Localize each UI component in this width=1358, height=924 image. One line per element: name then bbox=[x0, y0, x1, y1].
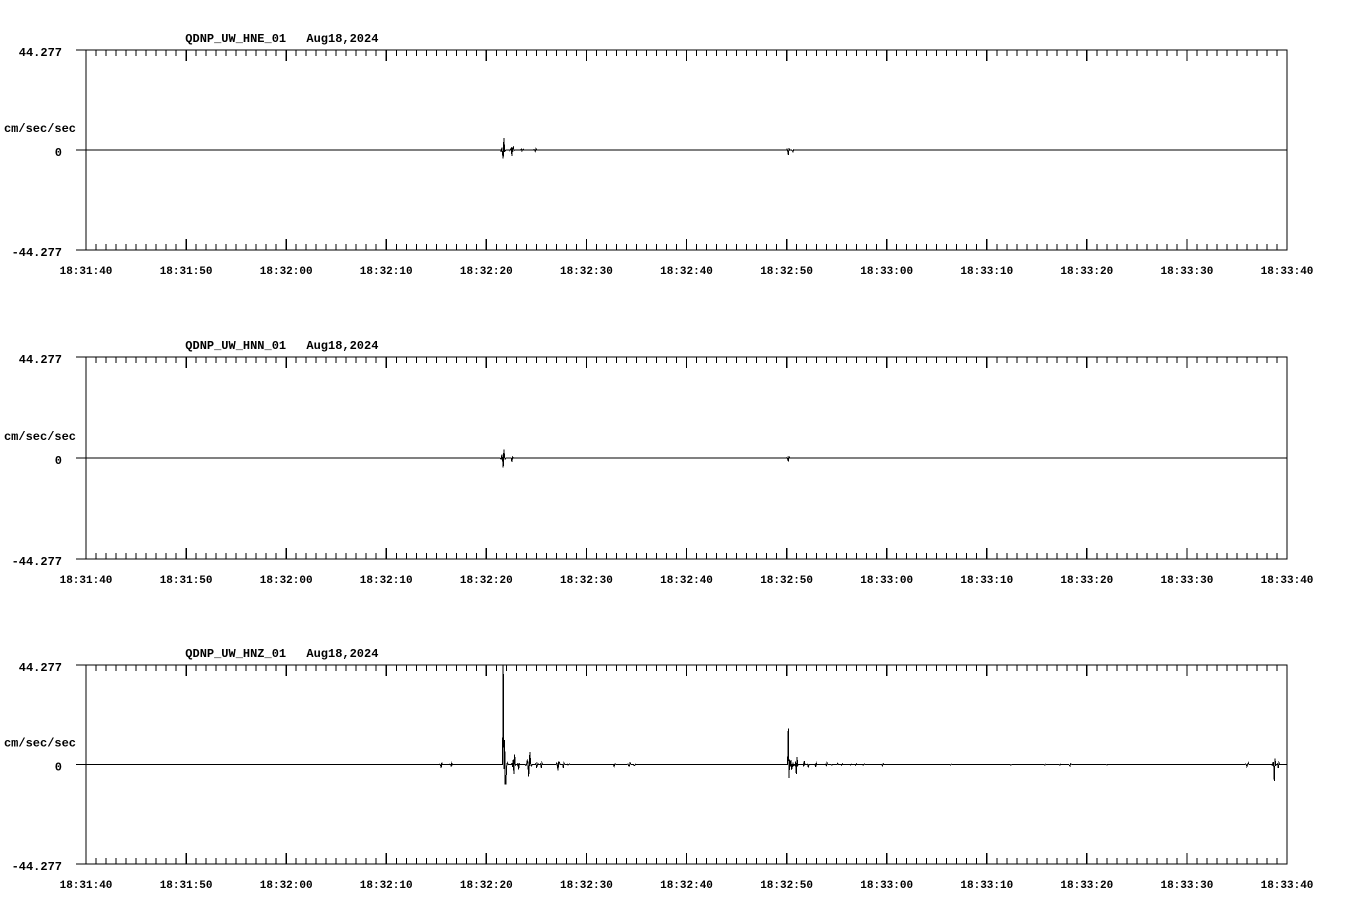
svg-text:0: 0 bbox=[55, 146, 62, 160]
svg-text:-44.277: -44.277 bbox=[12, 860, 62, 874]
svg-text:18:32:10: 18:32:10 bbox=[360, 880, 413, 892]
svg-text:18:33:40: 18:33:40 bbox=[1261, 575, 1314, 587]
svg-text:18:31:40: 18:31:40 bbox=[60, 266, 113, 278]
svg-text:18:32:40: 18:32:40 bbox=[660, 880, 713, 892]
svg-text:18:33:00: 18:33:00 bbox=[860, 575, 913, 587]
svg-text:18:32:00: 18:32:00 bbox=[260, 575, 313, 587]
svg-text:18:33:40: 18:33:40 bbox=[1261, 266, 1314, 278]
svg-text:18:32:40: 18:32:40 bbox=[660, 266, 713, 278]
svg-text:44.277: 44.277 bbox=[19, 661, 62, 675]
svg-text:18:32:20: 18:32:20 bbox=[460, 575, 513, 587]
svg-text:18:31:40: 18:31:40 bbox=[60, 880, 113, 892]
svg-text:44.277: 44.277 bbox=[19, 353, 62, 367]
svg-text:18:33:30: 18:33:30 bbox=[1160, 266, 1213, 278]
svg-text:18:32:20: 18:32:20 bbox=[460, 880, 513, 892]
svg-text:cm/sec/sec: cm/sec/sec bbox=[4, 122, 76, 136]
svg-text:18:32:30: 18:32:30 bbox=[560, 266, 613, 278]
svg-text:0: 0 bbox=[55, 761, 62, 775]
svg-text:18:32:30: 18:32:30 bbox=[560, 575, 613, 587]
svg-text:0: 0 bbox=[55, 454, 62, 468]
svg-text:Aug18,2024: Aug18,2024 bbox=[306, 647, 378, 661]
svg-text:44.277: 44.277 bbox=[19, 46, 62, 60]
svg-text:18:33:20: 18:33:20 bbox=[1060, 575, 1113, 587]
svg-text:18:32:20: 18:32:20 bbox=[460, 266, 513, 278]
svg-text:18:32:50: 18:32:50 bbox=[760, 880, 813, 892]
svg-text:18:32:50: 18:32:50 bbox=[760, 266, 813, 278]
svg-text:18:32:30: 18:32:30 bbox=[560, 880, 613, 892]
svg-text:QDNP_UW_HNZ_01: QDNP_UW_HNZ_01 bbox=[185, 647, 286, 661]
svg-text:18:31:50: 18:31:50 bbox=[160, 880, 213, 892]
svg-text:18:31:50: 18:31:50 bbox=[160, 266, 213, 278]
svg-text:18:33:20: 18:33:20 bbox=[1060, 266, 1113, 278]
svg-text:18:32:50: 18:32:50 bbox=[760, 575, 813, 587]
svg-text:QDNP_UW_HNN_01: QDNP_UW_HNN_01 bbox=[185, 339, 286, 353]
svg-text:18:32:10: 18:32:10 bbox=[360, 575, 413, 587]
svg-text:18:32:00: 18:32:00 bbox=[260, 880, 313, 892]
svg-text:18:33:10: 18:33:10 bbox=[960, 575, 1013, 587]
svg-text:Aug18,2024: Aug18,2024 bbox=[306, 32, 378, 46]
svg-text:18:33:10: 18:33:10 bbox=[960, 266, 1013, 278]
svg-text:18:31:50: 18:31:50 bbox=[160, 575, 213, 587]
svg-text:Aug18,2024: Aug18,2024 bbox=[306, 339, 378, 353]
svg-text:cm/sec/sec: cm/sec/sec bbox=[4, 430, 76, 444]
svg-text:18:32:40: 18:32:40 bbox=[660, 575, 713, 587]
svg-text:18:33:30: 18:33:30 bbox=[1160, 880, 1213, 892]
svg-text:-44.277: -44.277 bbox=[12, 246, 62, 260]
svg-text:18:33:20: 18:33:20 bbox=[1060, 880, 1113, 892]
svg-text:18:33:40: 18:33:40 bbox=[1261, 880, 1314, 892]
svg-text:18:33:00: 18:33:00 bbox=[860, 880, 913, 892]
svg-text:18:32:00: 18:32:00 bbox=[260, 266, 313, 278]
svg-text:QDNP_UW_HNE_01: QDNP_UW_HNE_01 bbox=[185, 32, 286, 46]
svg-text:cm/sec/sec: cm/sec/sec bbox=[4, 737, 76, 751]
svg-text:-44.277: -44.277 bbox=[12, 555, 62, 569]
svg-text:18:32:10: 18:32:10 bbox=[360, 266, 413, 278]
svg-text:18:33:30: 18:33:30 bbox=[1160, 575, 1213, 587]
svg-text:18:33:10: 18:33:10 bbox=[960, 880, 1013, 892]
svg-text:18:31:40: 18:31:40 bbox=[60, 575, 113, 587]
svg-text:18:33:00: 18:33:00 bbox=[860, 266, 913, 278]
